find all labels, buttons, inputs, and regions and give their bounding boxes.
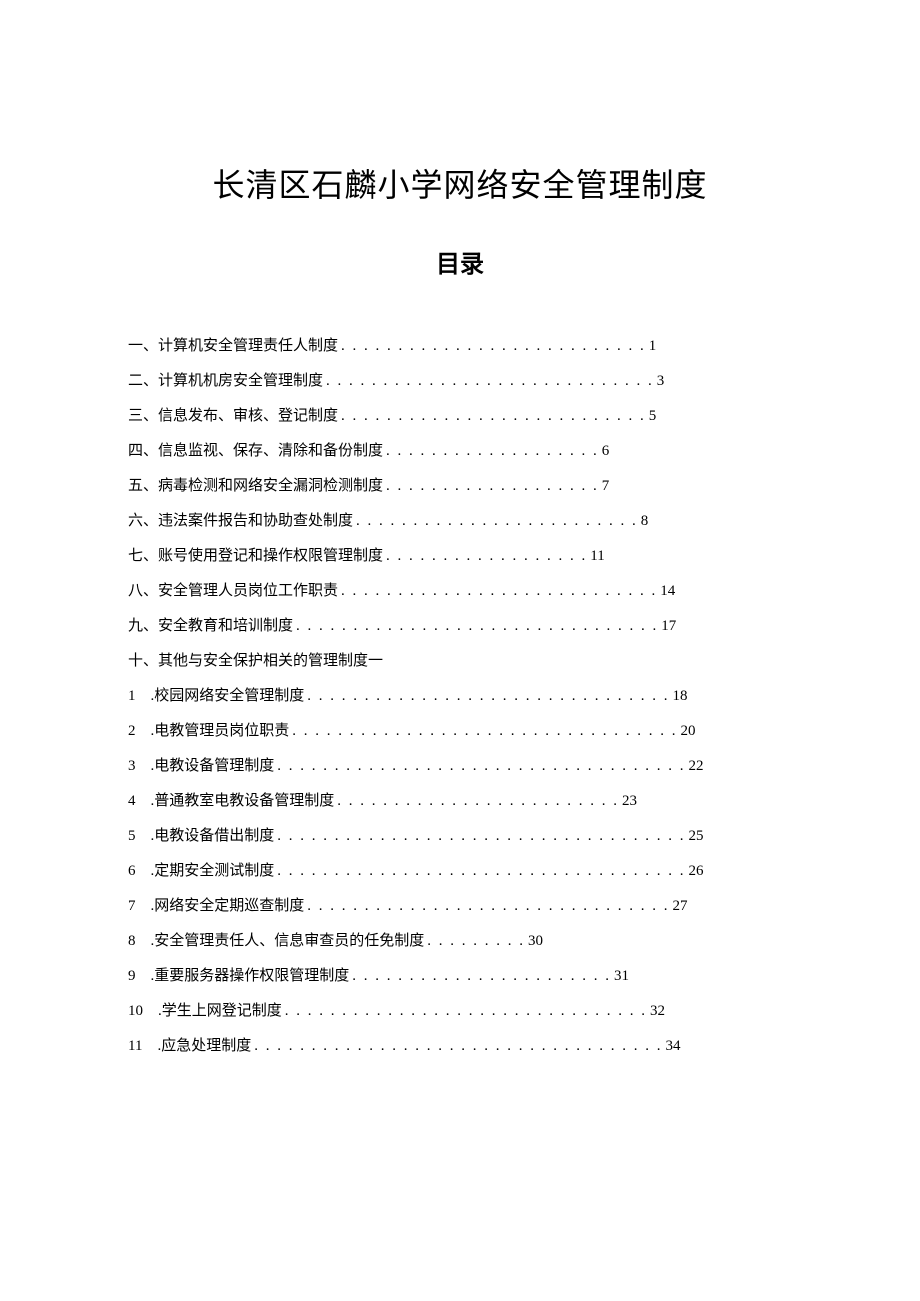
toc-item: 2 .电教管理员岗位职责. . . . . . . . . . . . . . … (128, 724, 792, 739)
toc-item-page: 30 (528, 934, 543, 949)
toc-item-leader: . . . . . . . . . . . . . . . . . . . . … (282, 1004, 650, 1019)
toc-item-label: 六、违法案件报告和协助查处制度 (128, 514, 353, 529)
toc-item-leader: . . . . . . . . . . . . . . . . . . . . … (274, 829, 688, 844)
toc-item: 五、病毒检测和网络安全漏洞检测制度 . . . . . . . . . . . … (128, 479, 792, 494)
toc-item-page: 31 (614, 969, 629, 984)
toc-item-label: 2 .电教管理员岗位职责 (128, 724, 289, 739)
toc-item-leader: . . . . . . . . . . . . . . . . . . . . … (349, 969, 614, 984)
toc-item: 6 .定期安全测试制度. . . . . . . . . . . . . . .… (128, 864, 792, 879)
toc-item-page: 14 (660, 584, 675, 599)
toc-item-label: 6 .定期安全测试制度 (128, 864, 274, 879)
toc-item-page: 22 (689, 759, 704, 774)
toc-item-page: 3 (657, 374, 665, 389)
toc-item: 八、安全管理人员岗位工作职责. . . . . . . . . . . . . … (128, 584, 792, 599)
toc-item-leader: . . . . . . . . . (424, 934, 528, 949)
toc-item-leader: . . . . . . . . . . . . . . . . . . . (383, 444, 602, 459)
toc-item-label: 5 .电教设备借出制度 (128, 829, 274, 844)
toc-item: 十、其他与安全保护相关的管理制度一 (128, 654, 792, 669)
toc-item-page: 26 (689, 864, 704, 879)
toc-item-label: 三、信息发布、审核、登记制度 (128, 409, 338, 424)
toc-item-page: 1 (649, 339, 657, 354)
toc-item-label: 四、信息监视、保存、清除和备份制度 (128, 444, 383, 459)
toc-item-label: 一、计算机安全管理责任人制度 (128, 339, 338, 354)
toc-item-leader: . . . . . . . . . . . . . . . . . . . (383, 479, 602, 494)
toc-item: 10 .学生上网登记制度 . . . . . . . . . . . . . .… (128, 1004, 792, 1019)
toc-item-leader: . . . . . . . . . . . . . . . . . . (383, 549, 590, 564)
toc-item-leader: . . . . . . . . . . . . . . . . . . . . … (338, 409, 649, 424)
toc-item-label: 7 .网络安全定期巡查制度 (128, 899, 304, 914)
document-title: 长清区石麟小学网络安全管理制度 (128, 160, 792, 206)
toc-item-leader: . . . . . . . . . . . . . . . . . . . . … (353, 514, 641, 529)
toc-item-leader: . . . . . . . . . . . . . . . . . . . . … (304, 689, 672, 704)
toc-item: 11 .应急处理制度 . . . . . . . . . . . . . . .… (128, 1039, 792, 1054)
toc-item-page: 34 (665, 1039, 680, 1054)
toc-item-label: 五、病毒检测和网络安全漏洞检测制度 (128, 479, 383, 494)
toc-item: 4 .普通教室电教设备管理制度 . . . . . . . . . . . . … (128, 794, 792, 809)
toc-item-page: 20 (681, 724, 696, 739)
toc-item-page: 6 (602, 444, 610, 459)
toc-item-label: 八、安全管理人员岗位工作职责 (128, 584, 338, 599)
toc-item-leader: . . . . . . . . . . . . . . . . . . . . … (304, 899, 672, 914)
toc-item: 四、信息监视、保存、清除和备份制度 . . . . . . . . . . . … (128, 444, 792, 459)
toc-item-page: 23 (622, 794, 637, 809)
toc-item-label: 4 .普通教室电教设备管理制度 (128, 794, 334, 809)
toc-item: 9 .重要服务器操作权限管理制度 . . . . . . . . . . . .… (128, 969, 792, 984)
toc-item-label: 九、安全教育和培训制度 (128, 619, 293, 634)
toc-item-label: 1 .校园网络安全管理制度 (128, 689, 304, 704)
toc-heading: 目录 (128, 244, 792, 279)
toc-item-page: 27 (673, 899, 688, 914)
toc-item: 1 .校园网络安全管理制度. . . . . . . . . . . . . .… (128, 689, 792, 704)
toc-item-page: 18 (673, 689, 688, 704)
toc-item: 三、信息发布、审核、登记制度. . . . . . . . . . . . . … (128, 409, 792, 424)
toc-item-label: 十、其他与安全保护相关的管理制度一 (128, 654, 383, 669)
toc-item: 7 .网络安全定期巡查制度. . . . . . . . . . . . . .… (128, 899, 792, 914)
toc-item-leader: . . . . . . . . . . . . . . . . . . . . … (274, 759, 688, 774)
toc-item-page: 11 (590, 549, 604, 564)
toc-item-leader: . . . . . . . . . . . . . . . . . . . . … (293, 619, 661, 634)
toc-item-page: 8 (641, 514, 649, 529)
toc-item-leader: . . . . . . . . . . . . . . . . . . . . … (338, 339, 649, 354)
toc-item-label: 3 .电教设备管理制度 (128, 759, 274, 774)
toc-item-label: 七、账号使用登记和操作权限管理制度 (128, 549, 383, 564)
toc-item-page: 32 (650, 1004, 665, 1019)
toc-item-leader: . . . . . . . . . . . . . . . . . . . . … (289, 724, 680, 739)
toc-item: 七、账号使用登记和操作权限管理制度 . . . . . . . . . . . … (128, 549, 792, 564)
toc-item-page: 25 (689, 829, 704, 844)
toc-item-label: 10 .学生上网登记制度 (128, 1004, 282, 1019)
toc-item: 一、计算机安全管理责任人制度. . . . . . . . . . . . . … (128, 339, 792, 354)
toc-item-leader: . . . . . . . . . . . . . . . . . . . . … (251, 1039, 665, 1054)
toc-item: 六、违法案件报告和协助查处制度. . . . . . . . . . . . .… (128, 514, 792, 529)
toc-list: 一、计算机安全管理责任人制度. . . . . . . . . . . . . … (128, 339, 792, 1054)
toc-item: 二、计算机机房安全管理制度. . . . . . . . . . . . . .… (128, 374, 792, 389)
toc-item-page: 5 (649, 409, 657, 424)
toc-item: 九、安全教育和培训制度. . . . . . . . . . . . . . .… (128, 619, 792, 634)
toc-item-leader: . . . . . . . . . . . . . . . . . . . . … (274, 864, 688, 879)
toc-item-page: 17 (661, 619, 676, 634)
toc-item: 5 .电教设备借出制度. . . . . . . . . . . . . . .… (128, 829, 792, 844)
toc-item-label: 8 .安全管理责任人、信息审查员的任免制度 (128, 934, 424, 949)
toc-item-label: 11 .应急处理制度 (128, 1039, 251, 1054)
toc-item: 3 .电教设备管理制度. . . . . . . . . . . . . . .… (128, 759, 792, 774)
toc-item-page: 7 (602, 479, 610, 494)
toc-item-leader: . . . . . . . . . . . . . . . . . . . . … (334, 794, 622, 809)
toc-item: 8 .安全管理责任人、信息审查员的任免制度. . . . . . . . .30 (128, 934, 792, 949)
toc-item-leader: . . . . . . . . . . . . . . . . . . . . … (338, 584, 660, 599)
toc-item-leader: . . . . . . . . . . . . . . . . . . . . … (323, 374, 657, 389)
toc-item-label: 9 .重要服务器操作权限管理制度 (128, 969, 349, 984)
toc-item-label: 二、计算机机房安全管理制度 (128, 374, 323, 389)
